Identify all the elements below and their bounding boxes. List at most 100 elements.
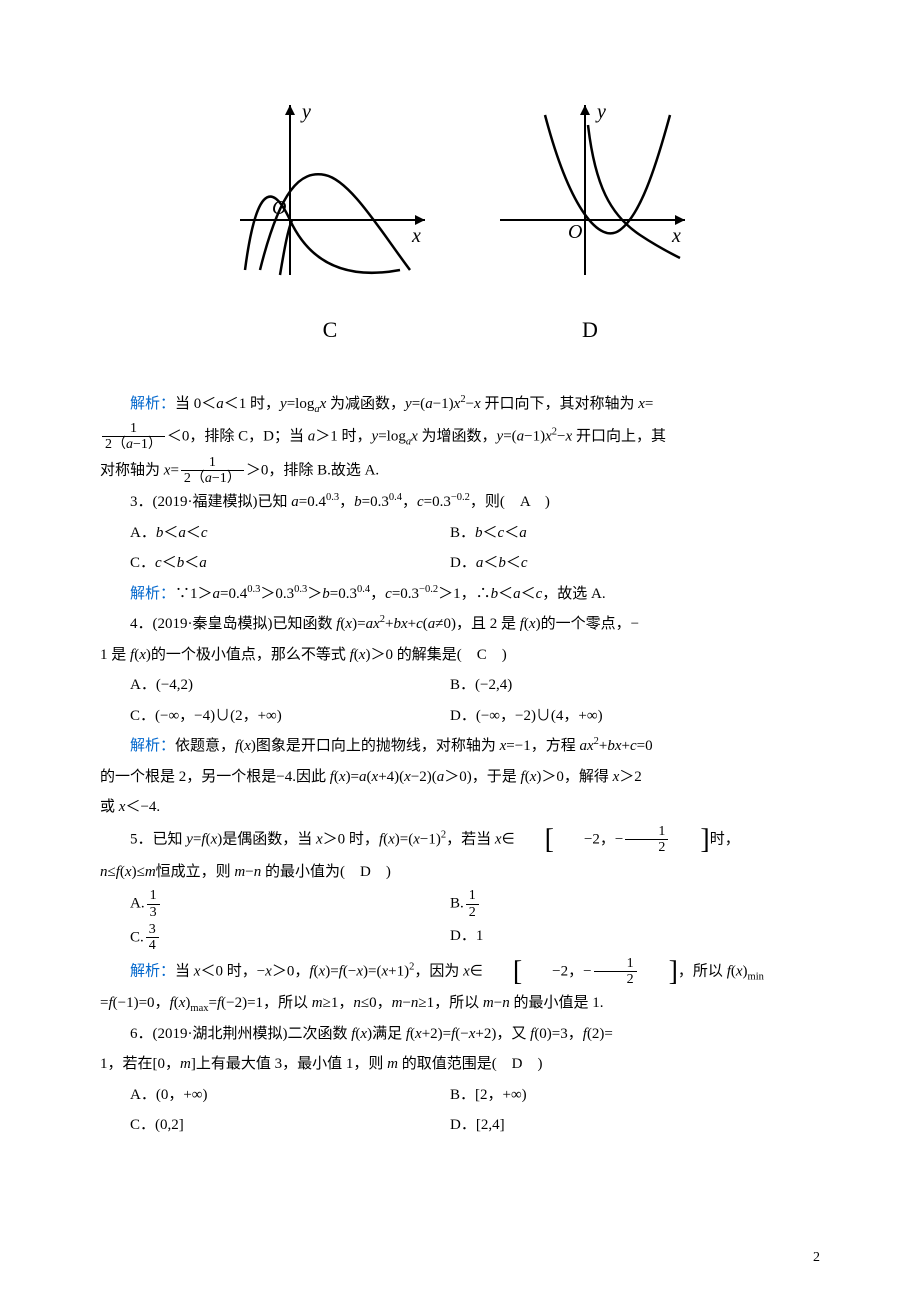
graph-d-svg: O y x [490,100,690,280]
t: ＜0，排除 C，D；当 [167,428,308,444]
t: +2)，又 [475,1026,530,1042]
q3-opt-a: A．b＜a＜c [130,519,450,548]
t: + [622,738,630,754]
t: min [748,971,764,982]
t: 的最小值为( D ) [261,864,391,880]
t: 2（ [105,437,126,452]
t: −0.2 [451,492,470,503]
t: ≤0， [361,995,392,1011]
graphs-row: O y x C [100,100,820,350]
t: 2 [466,905,479,920]
frac: 12（a−1） [102,421,165,453]
t: (−1)=0， [113,995,170,1011]
q4-options-2: C．(−∞，−4)∪(2，+∞) D．(−∞，−2)∪(4，+∞) [130,702,820,731]
num: 1 [102,421,165,437]
q6-opt-b: B．[2，+∞) [450,1081,820,1110]
t: ＜−4. [125,799,160,815]
t: ＜0 时，− [200,963,265,979]
t: ∈ [470,963,483,979]
t: − [466,396,474,412]
t: )≤ [132,864,145,880]
graph-c-svg: O y x [230,100,430,280]
t: ， [402,494,417,510]
t: 0.4 [389,492,402,503]
q3-options-1: A．b＜a＜c B．b＜c＜a [130,519,820,548]
interval: [−2，−12] [483,956,678,988]
t: A. [130,895,145,911]
t: = [208,995,216,1011]
t: (2)= [587,1026,613,1042]
t: )＞0 的解集是( C ) [365,647,506,663]
t: A． [130,525,156,541]
t: =0.3 [392,586,419,602]
graph-c-label: C [230,309,430,351]
t: = [170,462,178,478]
t: 2 [625,840,668,855]
t: 恒成立，则 [156,864,235,880]
t: +4)( [378,769,404,785]
t: )的一个极小值点，那么不等式 [146,647,350,663]
t: ＞0 时， [323,831,379,847]
t: =( [503,428,516,444]
t: =0.4 [220,586,247,602]
t: ≤ [108,864,116,880]
q4-opt-d: D．(−∞，−2)∪(4，+∞) [450,702,820,731]
t: −2，− [584,831,623,847]
t: ]上有最大值 3，最小值 1，则 [191,1056,387,1072]
t: =0.3 [424,494,451,510]
t: =0.4 [299,494,326,510]
q4-options-1: A．(−4,2) B．(−2,4) [130,671,820,700]
q5-options-2: C.34 D．1 [130,922,820,954]
q6-stem-1: 6．(2019·湖北荆州模拟)二次函数 f(x)满足 f(x+2)=f(−x+2… [100,1020,820,1049]
frac: 12（a−1） [181,455,244,487]
graph-d-x: x [671,225,681,247]
t: )=( [395,831,413,847]
q5-opt-a: A.13 [130,888,450,920]
t: 时， [710,831,740,847]
q4-stem-2: 1 是 f(x)的一个极小值点，那么不等式 f(x)＞0 的解集是( C ) [100,641,820,670]
t: − [402,995,410,1011]
t: 1 是 [100,647,130,663]
q6-opt-c: C．(0,2] [130,1111,450,1140]
t: 解析： [130,586,175,602]
t: 3 [146,922,159,938]
t: ＞1 时， [315,428,371,444]
t: B. [450,895,464,911]
q6-options-1: A．(0，+∞) B．[2，+∞) [130,1081,820,1110]
graph-d-origin: O [568,221,582,243]
t: 5．已知 [130,831,186,847]
q5-opt-b: B.12 [450,888,820,920]
t: −1) [420,831,441,847]
t: ＜ [186,525,201,541]
t: 2 [594,972,637,987]
t: ＞ [307,586,322,602]
q2-analysis-line2: 12（a−1）＜0，排除 C，D；当 a＞1 时，y=logax 为增函数，y=… [100,421,820,453]
t: ≥1， [323,995,354,1011]
q4-analysis-2: 的一个根是 2，另一个根是−4.因此 f(x)=a(x+4)(x−2)(a＞0)… [100,763,820,792]
q3-analysis: 解析：∵1＞a=0.40.3＞0.30.3＞b=0.30.4，c=0.3−0.2… [100,580,820,609]
t: 1，若在[0， [100,1056,180,1072]
t: −1） [212,471,241,486]
q3-opt-d: D．a＜b＜c [450,549,820,578]
t: −2)( [411,769,437,785]
t: ＜ [498,586,513,602]
q5-opt-c: C.34 [130,922,450,954]
t: 或 [100,799,119,815]
interval: [−2，−12] [515,824,710,856]
t: )的一个零点，− [536,616,639,632]
t: 1 [466,888,479,904]
t: ＞0， [272,963,310,979]
t: +2)= [422,1026,451,1042]
t: ，故选 A. [542,586,605,602]
t: )＞0，解得 [536,769,612,785]
t: )图象是开口向上的抛物线，对称轴为 [251,738,500,754]
t: − [494,995,502,1011]
graph-d-block: O y x D [490,100,690,350]
t: 2（ [184,471,205,486]
graph-d-label: D [490,309,690,351]
t: ＞0)，于是 [444,769,520,785]
t: max [190,1003,208,1014]
t: ＜1 时， [224,396,280,412]
q5-analysis-2: =f(−1)=0，f(x)max=f(−2)=1，所以 m≥1，n≤0，m−n≥… [100,989,820,1018]
t: ， [370,586,385,602]
